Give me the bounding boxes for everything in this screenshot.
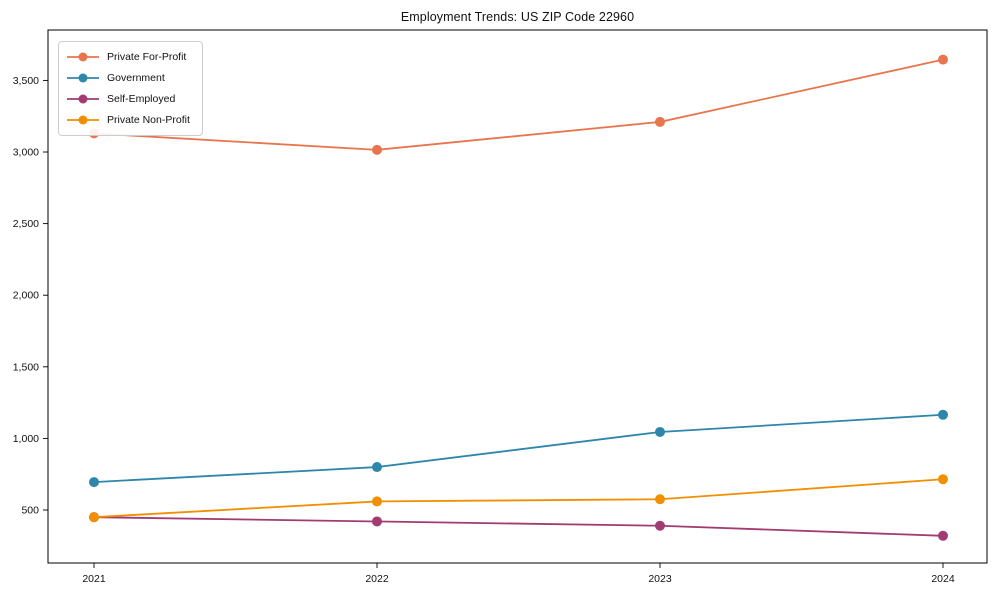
series-line [93, 478, 944, 519]
legend-item: Private For-Profit [66, 47, 190, 67]
data-point-marker [372, 144, 382, 155]
data-point-marker [938, 474, 948, 485]
x-tick-label: 2023 [648, 573, 672, 585]
legend-label: Self-Employed [107, 93, 176, 105]
y-tick-label: 500 [21, 505, 39, 517]
legend-item: Self-Employed [66, 89, 190, 109]
data-point-marker [655, 520, 665, 531]
legend-label: Government [107, 72, 165, 84]
legend-item: Government [66, 68, 190, 88]
data-point-marker [655, 426, 665, 437]
legend-marker-icon [67, 94, 99, 104]
x-tick-label: 2021 [82, 573, 106, 585]
y-tick-label: 3,000 [13, 147, 39, 159]
data-point-marker [938, 409, 948, 420]
y-tick-label: 2,000 [13, 290, 39, 302]
x-tick-label: 2024 [931, 573, 955, 585]
legend-label: Private For-Profit [107, 51, 187, 63]
data-point-marker [89, 512, 99, 523]
legend-label: Private Non-Profit [107, 114, 190, 126]
data-point-marker [938, 530, 948, 541]
chart-title: Employment Trends: US ZIP Code 22960 [400, 10, 635, 24]
series-line [93, 516, 944, 537]
legend-marker-icon [67, 115, 99, 125]
data-point-marker [938, 54, 948, 65]
series-line [93, 58, 944, 151]
data-point-marker [89, 477, 99, 488]
data-point-marker [372, 516, 382, 527]
x-tick-label: 2022 [365, 573, 389, 585]
chart-legend: Private For-Profit Government Self-Employe… [58, 41, 203, 136]
y-tick-label: 1,000 [13, 433, 39, 445]
data-point-marker [372, 462, 382, 473]
data-point-marker [655, 116, 665, 127]
y-tick-label: 1,500 [13, 361, 39, 373]
legend-marker-icon [67, 52, 99, 62]
data-point-marker [655, 494, 665, 505]
y-tick-label: 2,500 [13, 218, 39, 230]
legend-item: Private Non-Profit [66, 110, 190, 130]
legend-marker-icon [67, 73, 99, 83]
plot-area-spines [47, 29, 988, 564]
series-line [93, 413, 944, 483]
data-point-marker [372, 496, 382, 507]
y-tick-label: 3,500 [13, 75, 39, 87]
